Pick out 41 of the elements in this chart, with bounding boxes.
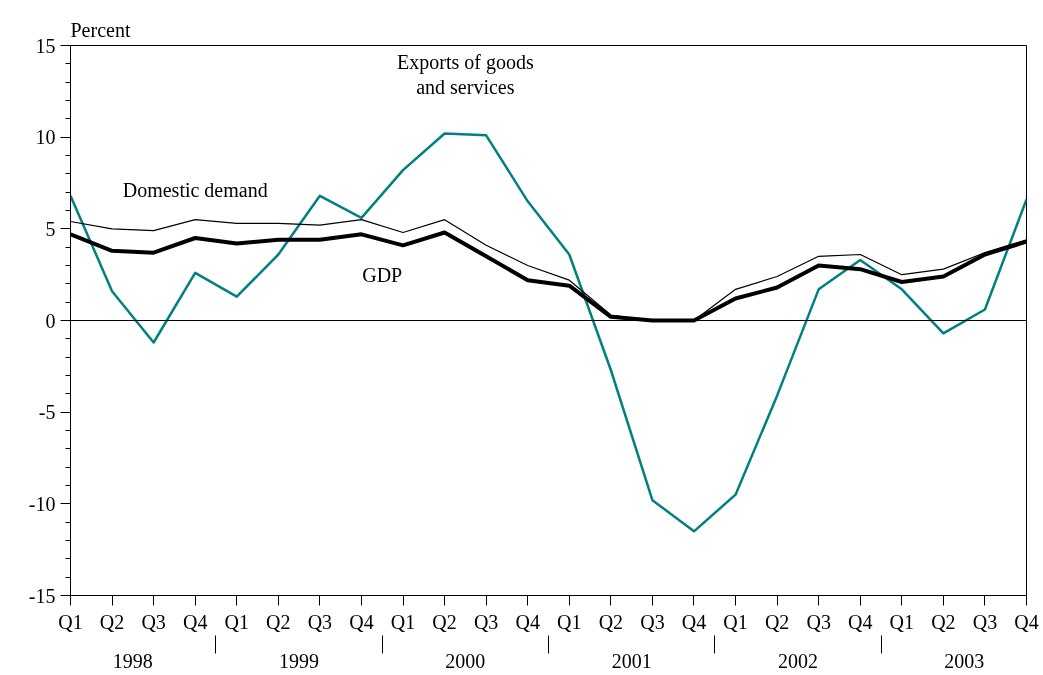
x-tick-label: Q2 (99, 610, 125, 633)
x-tick-label: Q1 (390, 610, 416, 633)
text: 2003 (944, 649, 985, 672)
y-tick-label: -10 (28, 492, 56, 515)
x-tick-label: Q3 (972, 610, 998, 633)
x-tick-label: Q3 (473, 610, 499, 633)
x-tick-label: Q4 (349, 610, 374, 633)
x-tick-label: Q4 (182, 610, 208, 633)
x-tick-label: Q1 (557, 610, 582, 633)
x-tick-label: Q1 (224, 610, 249, 633)
x-tick-label: Q4 (681, 610, 707, 633)
x-tick-label: Q3 (806, 610, 831, 633)
text: 2001 (611, 649, 652, 672)
text: 2000 (445, 649, 486, 672)
text: 1998 (112, 649, 153, 672)
x-tick-label: Q4 (1014, 610, 1039, 633)
x-tick-label: Q2 (432, 610, 457, 633)
x-tick-label: Q3 (141, 610, 166, 633)
x-tick-label: Q2 (931, 610, 956, 633)
x-tick-label: Q4 (515, 610, 540, 633)
x-tick-label: Q2 (764, 610, 790, 633)
x-tick-label: Q3 (640, 610, 665, 633)
x-tick-label: Q2 (598, 610, 624, 633)
x-tick-label: Q3 (307, 610, 333, 633)
x-tick-label: Q1 (723, 610, 748, 633)
y-tick-label: 10 (35, 126, 56, 149)
y-tick-label: 5 (45, 217, 56, 240)
y-tick-label: -15 (28, 584, 56, 607)
text: Exports of goods and services (397, 51, 534, 98)
x-tick-label: Q1 (58, 610, 83, 633)
series-label: GDP (362, 263, 403, 286)
y-tick-label: 15 (35, 34, 56, 57)
x-tick-label: Q2 (266, 610, 291, 633)
text: 1999 (279, 649, 320, 672)
y-tick-label: -5 (38, 401, 56, 424)
text: 2002 (777, 649, 818, 672)
x-tick-label: Q1 (889, 610, 915, 633)
y-axis-title: Percent (70, 18, 131, 41)
series-label: Domestic demand (122, 178, 268, 201)
x-tick-label: Q4 (848, 610, 873, 633)
y-tick-label: 0 (45, 309, 56, 332)
